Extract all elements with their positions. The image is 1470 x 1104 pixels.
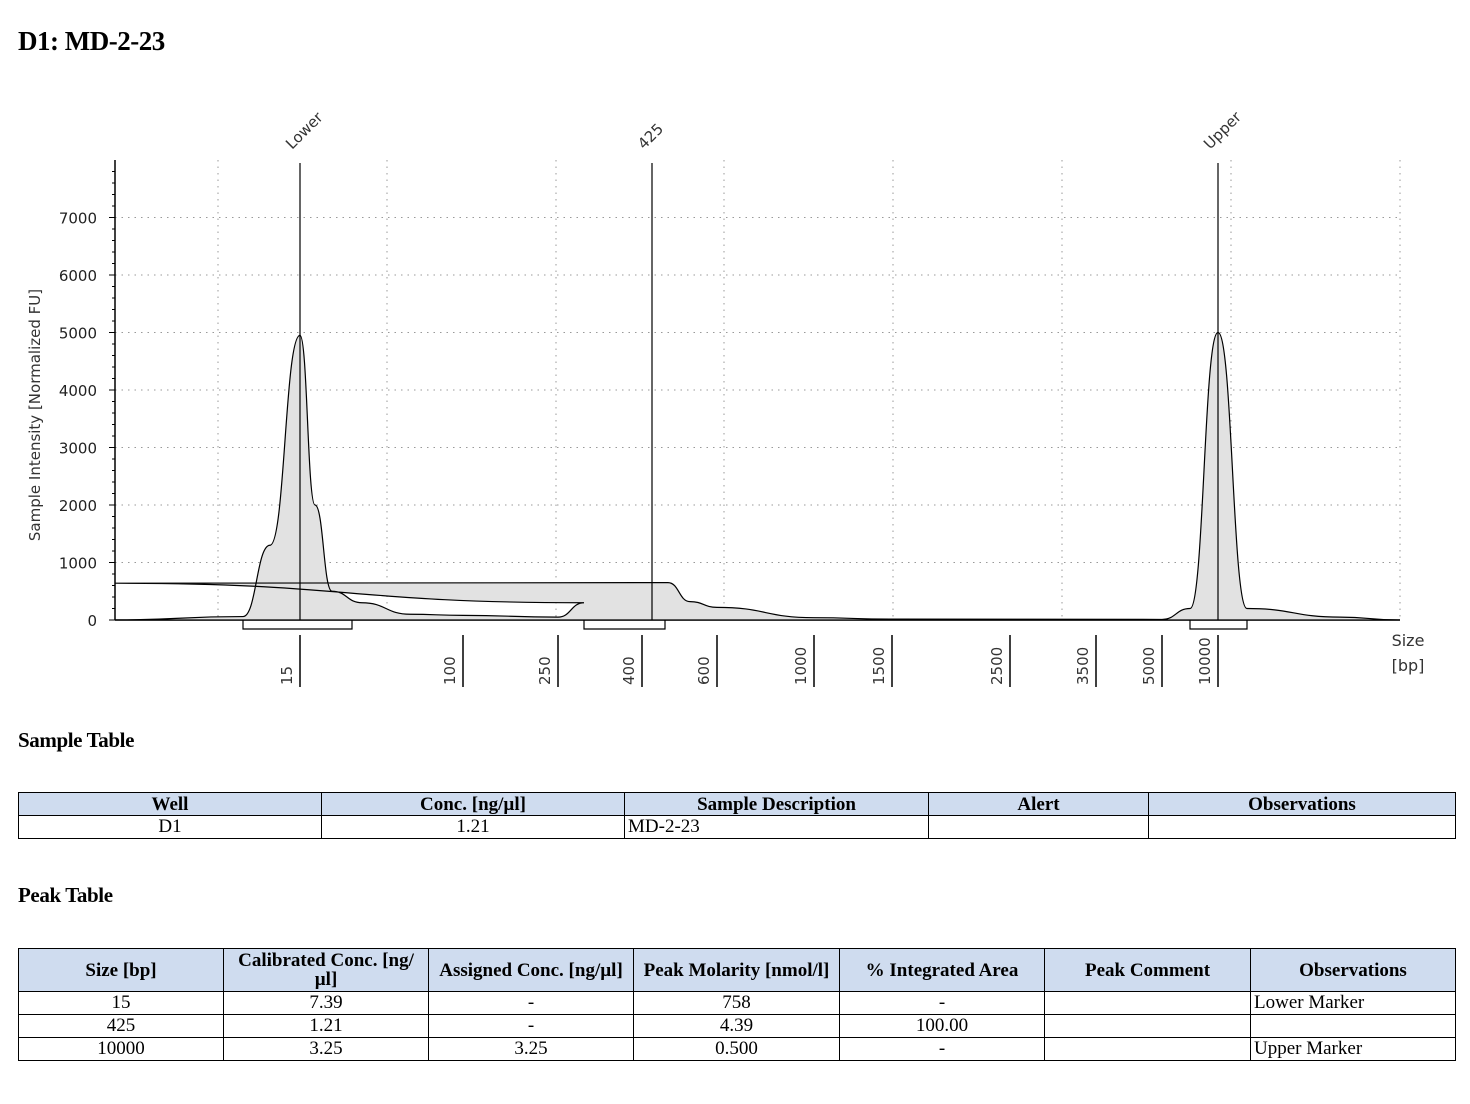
sample-table-cell: [1148, 815, 1456, 839]
peak-table-cell: 3.25: [223, 1037, 429, 1061]
peak-table-cell: -: [428, 991, 634, 1015]
peak-table: Size [bp] Calibrated Conc. [ng/µl] Assigne…: [18, 948, 1456, 1061]
x-tick-label: 1000: [792, 647, 810, 685]
peak-table-cell: [1250, 1014, 1456, 1038]
peak-table-cell: Upper Marker: [1250, 1037, 1456, 1061]
peak-table-cell: 758: [633, 991, 840, 1015]
peak-table-cell: [1044, 991, 1251, 1015]
peak-table-header-cell: % Integrated Area: [839, 948, 1045, 992]
peak-label: Upper: [1200, 107, 1245, 152]
peak-table-header-cell: Peak Molarity [nmol/l]: [633, 948, 840, 992]
peak-table-cell: 425: [18, 1014, 224, 1038]
peak-table-cell: Lower Marker: [1250, 991, 1456, 1015]
peak-table-cell: -: [428, 1014, 634, 1038]
peak-table-cell: 4.39: [633, 1014, 840, 1038]
x-tick-label: 5000: [1140, 647, 1158, 685]
sample-table-header-cell: Sample Description: [624, 792, 929, 816]
peak-table-header-cell: Observations: [1250, 948, 1456, 992]
integration-region-bracket: [583, 620, 666, 630]
y-tick-label: 7000: [59, 210, 97, 228]
y-tick-label: 3000: [59, 440, 97, 458]
page-title: D1: MD-2-23: [18, 26, 165, 56]
y-tick-label: 5000: [59, 325, 97, 343]
x-axis-label-unit: [bp]: [1392, 656, 1425, 675]
peak-table-cell: 7.39: [223, 991, 429, 1015]
integration-region-bracket: [1189, 620, 1248, 630]
x-tick-label: 400: [620, 656, 638, 685]
peak-table-header-cell: Calibrated Conc. [ng/µl]: [223, 948, 429, 992]
sample-table-header-cell: Conc. [ng/µl]: [321, 792, 625, 816]
y-axis-label: Sample Intensity [Normalized FU]: [26, 289, 44, 541]
peak-table-cell: 100.00: [839, 1014, 1045, 1038]
y-tick-label: 4000: [59, 382, 97, 400]
electropherogram-chart: 0 1000 2000 3000 4000 5000 6000 7000 Lower 425 Up…: [26, 107, 1425, 687]
x-tick-label: 10000: [1196, 637, 1214, 685]
integration-regions: [242, 620, 1248, 630]
sample-table-title: Sample Table: [18, 728, 134, 752]
sample-table-header-cell: Observations: [1148, 792, 1456, 816]
peak-table-cell: -: [839, 1037, 1045, 1061]
peak-table-header-cell: Assigned Conc. [ng/µl]: [428, 948, 634, 992]
peak-table-header-cell: Peak Comment: [1044, 948, 1251, 992]
trace-area: [114, 331, 1401, 621]
trace: [114, 331, 1401, 621]
peak-table-cell: 3.25: [428, 1037, 634, 1061]
table-row: 15 7.39-758- Lower Marker: [18, 991, 1456, 1015]
table-row: 425 1.21-4.39 100.00: [18, 1014, 1456, 1038]
sample-table-cell: D1: [18, 815, 322, 839]
peak-table-cell: -: [839, 991, 1045, 1015]
x-tick-label: 1500: [870, 647, 888, 685]
y-tick-label: 1000: [59, 555, 97, 573]
peak-table-cell: [1044, 1037, 1251, 1061]
peak-table-cell: 10000: [18, 1037, 224, 1061]
peak-table-header-cell: Size [bp]: [18, 948, 224, 992]
sample-table-header-row: Well Conc. [ng/µl] Sample Description Alert…: [18, 792, 1456, 816]
table-row: 10000 3.25 3.25 0.500- Upper Marker: [18, 1037, 1456, 1061]
sample-table-cell: [928, 815, 1149, 839]
peak-table-title: Peak Table: [18, 883, 113, 907]
x-ticks: 15 100 250 400 600 1000 1500 2500 3500 5000 10000: [278, 635, 1219, 687]
y-tick-label: 2000: [59, 497, 97, 515]
x-tick-label: 2500: [988, 647, 1006, 685]
peak-table-header-row: Size [bp] Calibrated Conc. [ng/µl] Assigne…: [18, 948, 1456, 992]
peak-table-cell: 15: [18, 991, 224, 1015]
sample-table-header-cell: Alert: [928, 792, 1149, 816]
peak-table-cell: 1.21: [223, 1014, 429, 1038]
sample-table-cell: 1.21: [321, 815, 625, 839]
x-tick-label: 15: [278, 666, 296, 685]
peak-table-cell: [1044, 1014, 1251, 1038]
peak-label: 425: [634, 120, 667, 153]
peak-markers: Lower 425 Upper: [282, 107, 1246, 620]
x-tick-label: 3500: [1074, 647, 1092, 685]
peak-table-cell: 0.500: [633, 1037, 840, 1061]
integration-region-bracket: [242, 620, 353, 630]
table-row: D1 1.21 MD-2-23: [18, 815, 1456, 839]
y-tick-label: 6000: [59, 267, 97, 285]
peak-label: Lower: [282, 108, 327, 153]
x-axis-label: Size: [1392, 631, 1425, 650]
y-ticks: 0 1000 2000 3000 4000 5000 6000 7000: [59, 171, 115, 630]
x-tick-label: 600: [695, 656, 713, 685]
sample-table-header-cell: Well: [18, 792, 322, 816]
sample-table-cell: MD-2-23: [624, 815, 929, 839]
sample-table: Well Conc. [ng/µl] Sample Description Alert…: [18, 792, 1456, 839]
x-tick-label: 250: [536, 656, 554, 685]
y-tick-label: 0: [87, 612, 97, 630]
x-tick-label: 100: [441, 656, 459, 685]
